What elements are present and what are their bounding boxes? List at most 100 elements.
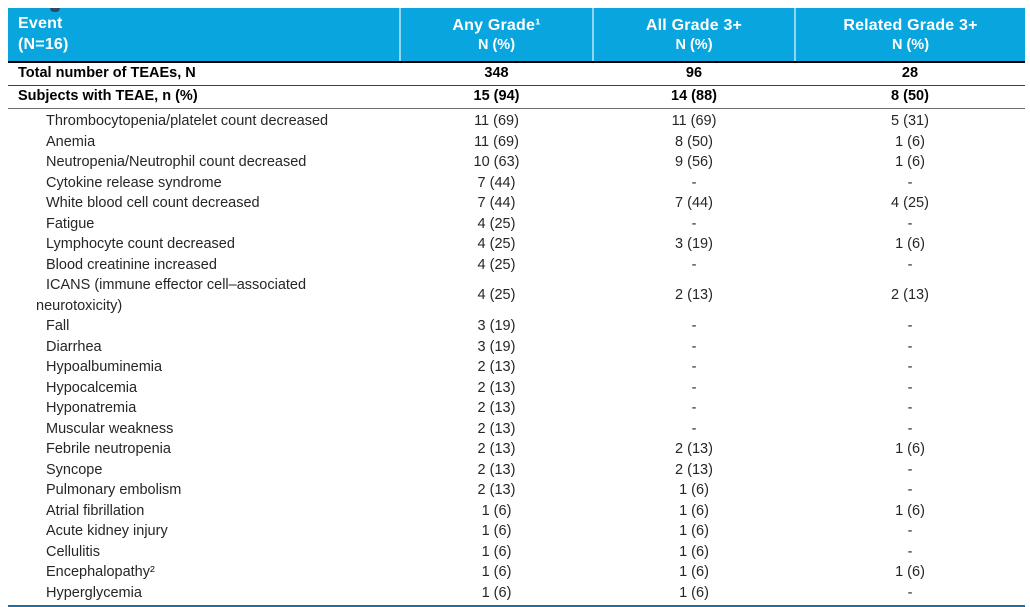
cell-all-grade3: -	[691, 318, 697, 334]
table-row: Hypoalbuminemia 2 (13) - -	[8, 357, 1025, 378]
event-label: Blood creatinine increased	[46, 256, 217, 273]
cell-related-grade3: 1 (6)	[895, 133, 925, 150]
cell-related-grade3: -	[907, 318, 913, 334]
cell-related-grade3: 4 (25)	[891, 195, 929, 211]
cell-all-grade3: -	[691, 379, 697, 396]
cell-any-grade: 1 (6)	[481, 564, 512, 580]
cell-all-grade3: 1 (6)	[679, 543, 709, 560]
header-event-line2: (N=16)	[18, 36, 69, 53]
cell-any-grade: 2 (13)	[477, 379, 516, 396]
table-row: Lymphocyte count decreased 4 (25) 3 (19)…	[8, 234, 1025, 255]
cell-related-grade3: 8 (50)	[795, 85, 1025, 109]
table-row: Diarrhea 3 (19) - -	[8, 337, 1025, 358]
cell-any-grade: 2 (13)	[477, 441, 516, 457]
subjects-with-teae-row: Subjects with TEAE, n (%) 15 (94) 14 (88…	[8, 85, 1025, 109]
event-label: ICANS (immune effector cell–associated n…	[36, 277, 307, 314]
cell-related-grade3: -	[907, 174, 913, 191]
cell-related-grade3: -	[907, 543, 913, 560]
row-label: Subjects with TEAE, n (%)	[8, 85, 400, 109]
cell-any-grade: 1 (6)	[400, 582, 593, 607]
cell-all-grade3: 7 (44)	[675, 195, 713, 211]
cell-any-grade: 11 (69)	[474, 133, 519, 150]
cell-any-grade: 2 (13)	[477, 482, 516, 498]
event-label: Fall	[46, 318, 70, 334]
table-row: Muscular weakness 2 (13) - -	[8, 419, 1025, 440]
header-all-grade3-line2: N (%)	[675, 36, 713, 53]
event-label: Hyponatremia	[46, 400, 137, 416]
summary-rows: Total number of TEAEs, N 348 96 28 Subje…	[8, 62, 1025, 109]
event-label: Acute kidney injury	[46, 523, 168, 539]
cell-related-grade3: 2 (13)	[891, 287, 929, 304]
table-row: Hyponatremia 2 (13) - -	[8, 398, 1025, 419]
table-row: Thrombocytopenia/platelet count decrease…	[8, 109, 1025, 132]
row-label: Total number of TEAEs, N	[8, 62, 400, 86]
cell-any-grade: 2 (13)	[477, 359, 516, 375]
cell-all-grade3: 2 (13)	[675, 287, 713, 304]
table-row: Anemia 11 (69) 8 (50) 1 (6)	[8, 132, 1025, 153]
cell-related-grade3: -	[907, 379, 913, 396]
cell-any-grade: 15 (94)	[400, 85, 593, 109]
event-label: Atrial fibrillation	[46, 502, 145, 519]
event-label: Lymphocyte count decreased	[46, 236, 235, 252]
cell-any-grade: 7 (44)	[477, 174, 516, 191]
header-related-grade3-line2: N (%)	[891, 36, 930, 53]
cropped-text-artifact	[50, 8, 60, 12]
table-row: Febrile neutropenia 2 (13) 2 (13) 1 (6)	[8, 439, 1025, 460]
cell-all-grade3: 1 (6)	[679, 482, 709, 498]
cell-all-grade3: 2 (13)	[675, 441, 713, 457]
cell-all-grade3: -	[691, 420, 697, 437]
cell-any-grade: 2 (13)	[477, 400, 516, 416]
cell-related-grade3: 1 (6)	[895, 564, 925, 580]
cell-all-grade3: -	[691, 174, 697, 191]
header-cell-related-grade3: Related Grade 3+ N (%)	[794, 8, 1025, 63]
cell-all-grade3: 8 (50)	[675, 133, 713, 150]
cell-any-grade: 348	[400, 62, 593, 86]
event-label: Hypocalcemia	[46, 379, 138, 396]
table-row: Encephalopathy² 1 (6) 1 (6) 1 (6)	[8, 562, 1025, 583]
cell-all-grade3: 1 (6)	[593, 582, 795, 607]
header-event-line1: Event	[18, 15, 63, 32]
header-all-grade3-line1: All Grade 3+	[645, 16, 743, 34]
event-label: Anemia	[46, 133, 96, 150]
cell-any-grade: 4 (25)	[477, 256, 516, 273]
cell-related-grade3: -	[907, 482, 913, 498]
cell-any-grade: 4 (25)	[477, 287, 516, 304]
cell-any-grade: 4 (25)	[477, 215, 516, 232]
header-any-grade-line2: N (%)	[477, 36, 516, 53]
cell-all-grade3: -	[691, 338, 697, 355]
cell-any-grade: 3 (19)	[477, 338, 516, 355]
cell-all-grade3: 9 (56)	[675, 154, 713, 170]
table-row: Hypocalcemia 2 (13) - -	[8, 378, 1025, 399]
header-related-grade3-line1: Related Grade 3+	[843, 16, 978, 34]
table-row: Atrial fibrillation 1 (6) 1 (6) 1 (6)	[8, 501, 1025, 522]
cell-all-grade3: 11 (69)	[671, 113, 717, 129]
table-row: Cellulitis 1 (6) 1 (6) -	[8, 542, 1025, 563]
cell-related-grade3: -	[907, 400, 913, 416]
cell-all-grade3: -	[691, 400, 697, 416]
header-cell-any-grade: Any Grade¹ N (%)	[399, 8, 593, 63]
header-cell-event: Event (N=16)	[8, 8, 400, 63]
cell-related-grade3: -	[907, 420, 913, 437]
event-label: Muscular weakness	[46, 420, 174, 437]
table-row: Cytokine release syndrome 7 (44) - -	[8, 173, 1025, 194]
table-row: Blood creatinine increased 4 (25) - -	[8, 255, 1025, 276]
teae-summary-table: Event (N=16) Any Grade¹ N (%) All Grade …	[8, 8, 1025, 607]
cell-all-grade3: 1 (6)	[679, 523, 709, 539]
table-row: Acute kidney injury 1 (6) 1 (6) -	[8, 521, 1025, 542]
header-row: Event (N=16) Any Grade¹ N (%) All Grade …	[8, 8, 1025, 63]
table-row: ICANS (immune effector cell–associated n…	[8, 275, 1025, 316]
cell-all-grade3: 3 (19)	[675, 236, 713, 252]
table-header: Event (N=16) Any Grade¹ N (%) All Grade …	[8, 8, 1025, 63]
event-label: Cytokine release syndrome	[46, 174, 222, 191]
table-row: Neutropenia/Neutrophil count decreased 1…	[8, 152, 1025, 173]
cell-any-grade: 11 (69)	[474, 113, 519, 129]
cell-related-grade3: -	[907, 523, 913, 539]
cell-all-grade3: -	[691, 215, 697, 232]
table-row: Fatigue 4 (25) - -	[8, 214, 1025, 235]
cell-related-grade3: -	[907, 359, 913, 375]
cell-related-grade3: -	[907, 338, 913, 355]
event-label: Hyperglycemia	[8, 582, 400, 607]
table-row: White blood cell count decreased 7 (44) …	[8, 193, 1025, 214]
event-label: Neutropenia/Neutrophil count decreased	[46, 154, 307, 170]
cell-any-grade: 4 (25)	[477, 236, 516, 252]
